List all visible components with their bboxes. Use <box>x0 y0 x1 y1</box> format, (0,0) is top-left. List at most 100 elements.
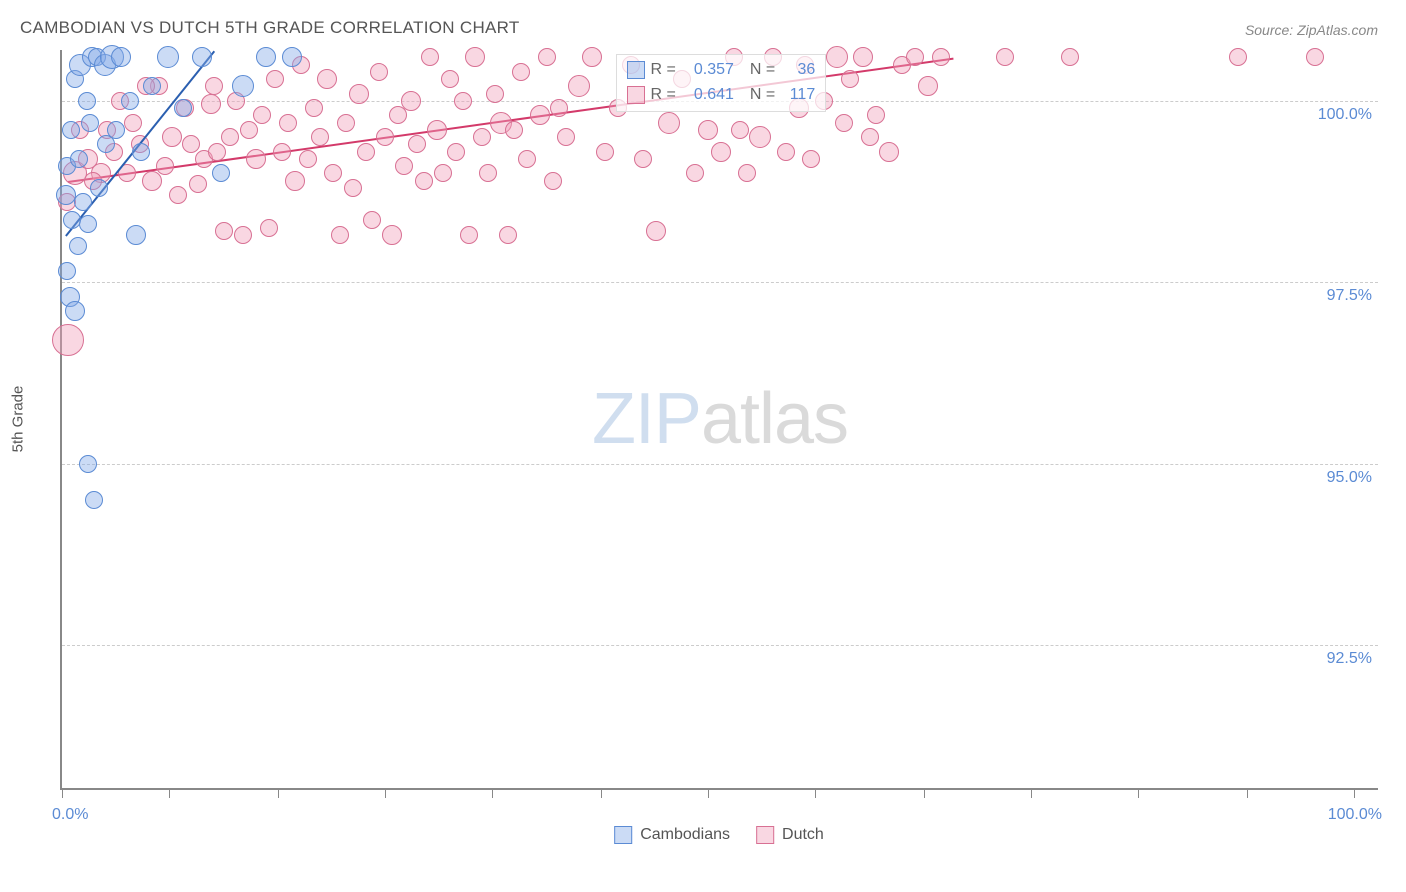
data-point <box>879 142 899 162</box>
data-point <box>121 92 139 110</box>
data-point <box>58 262 76 280</box>
watermark: ZIPatlas <box>592 378 848 460</box>
x-tick-label-max: 100.0% <box>1328 806 1382 824</box>
data-point <box>157 46 179 68</box>
data-point <box>434 164 452 182</box>
gridline <box>62 645 1378 646</box>
gridline <box>62 282 1378 283</box>
legend-swatch <box>614 826 632 844</box>
stat-n-label: N = <box>750 83 775 108</box>
x-tick <box>924 788 925 798</box>
legend-bottom: Cambodians Dutch <box>614 826 824 844</box>
data-point <box>260 219 278 237</box>
data-point <box>518 150 536 168</box>
data-point <box>282 47 302 67</box>
data-point <box>853 47 873 67</box>
data-point <box>473 128 491 146</box>
y-tick-label: 92.5% <box>1327 650 1372 668</box>
data-point <box>479 164 497 182</box>
stats-legend-row: R =0.641N =117 <box>627 83 816 108</box>
legend-swatch <box>756 826 774 844</box>
data-point <box>465 47 485 67</box>
data-point <box>62 121 80 139</box>
legend-label: Dutch <box>782 826 824 844</box>
x-tick <box>1031 788 1032 798</box>
y-tick-label: 97.5% <box>1327 287 1372 305</box>
data-point <box>169 186 187 204</box>
data-point <box>550 99 568 117</box>
chart-source: Source: ZipAtlas.com <box>1245 22 1378 38</box>
data-point <box>544 172 562 190</box>
data-point <box>107 121 125 139</box>
data-point <box>162 127 182 147</box>
data-point <box>382 225 402 245</box>
stats-legend-row: R =0.357N =36 <box>627 58 816 83</box>
gridline <box>62 464 1378 465</box>
data-point <box>215 222 233 240</box>
data-point <box>996 48 1014 66</box>
legend-label: Cambodians <box>640 826 730 844</box>
data-point <box>273 143 291 161</box>
data-point <box>156 157 174 175</box>
data-point <box>454 92 472 110</box>
data-point <box>861 128 879 146</box>
data-point <box>363 211 381 229</box>
data-point <box>331 226 349 244</box>
x-tick-label-min: 0.0% <box>52 806 88 824</box>
data-point <box>731 121 749 139</box>
data-point <box>189 175 207 193</box>
data-point <box>212 164 230 182</box>
data-point <box>447 143 465 161</box>
x-tick <box>1247 788 1248 798</box>
legend-swatch <box>627 86 645 104</box>
watermark-zip: ZIP <box>592 379 701 459</box>
x-tick <box>492 788 493 798</box>
data-point <box>698 120 718 140</box>
data-point <box>357 143 375 161</box>
x-tick <box>1354 788 1355 798</box>
data-point <box>111 47 131 67</box>
data-point <box>826 46 848 68</box>
data-point <box>256 47 276 67</box>
data-point <box>802 150 820 168</box>
data-point <box>906 48 924 66</box>
stat-r-value: 0.357 <box>682 58 734 83</box>
data-point <box>126 225 146 245</box>
data-point <box>427 120 447 140</box>
data-point <box>395 157 413 175</box>
y-tick-label: 95.0% <box>1327 469 1372 487</box>
data-point <box>634 150 652 168</box>
legend-item: Cambodians <box>614 826 730 844</box>
data-point <box>79 455 97 473</box>
data-point <box>658 112 680 134</box>
data-point <box>505 121 523 139</box>
stat-r-label: R = <box>651 58 676 83</box>
data-point <box>234 226 252 244</box>
data-point <box>932 48 950 66</box>
y-axis-label: 5th Grade <box>10 386 27 453</box>
data-point <box>78 92 96 110</box>
x-tick <box>1138 788 1139 798</box>
data-point <box>208 143 226 161</box>
data-point <box>182 135 200 153</box>
data-point <box>317 69 337 89</box>
data-point <box>174 99 192 117</box>
data-point <box>711 142 731 162</box>
x-tick <box>708 788 709 798</box>
data-point <box>646 221 666 241</box>
y-tick-label: 100.0% <box>1318 106 1372 124</box>
data-point <box>279 114 297 132</box>
x-tick <box>62 788 63 798</box>
x-tick <box>385 788 386 798</box>
data-point <box>90 179 108 197</box>
stat-r-label: R = <box>651 83 676 108</box>
data-point <box>305 99 323 117</box>
data-point <box>486 85 504 103</box>
legend-swatch <box>627 61 645 79</box>
data-point <box>596 143 614 161</box>
data-point <box>311 128 329 146</box>
data-point <box>81 114 99 132</box>
data-point <box>205 77 223 95</box>
data-point <box>530 105 550 125</box>
data-point <box>74 193 92 211</box>
